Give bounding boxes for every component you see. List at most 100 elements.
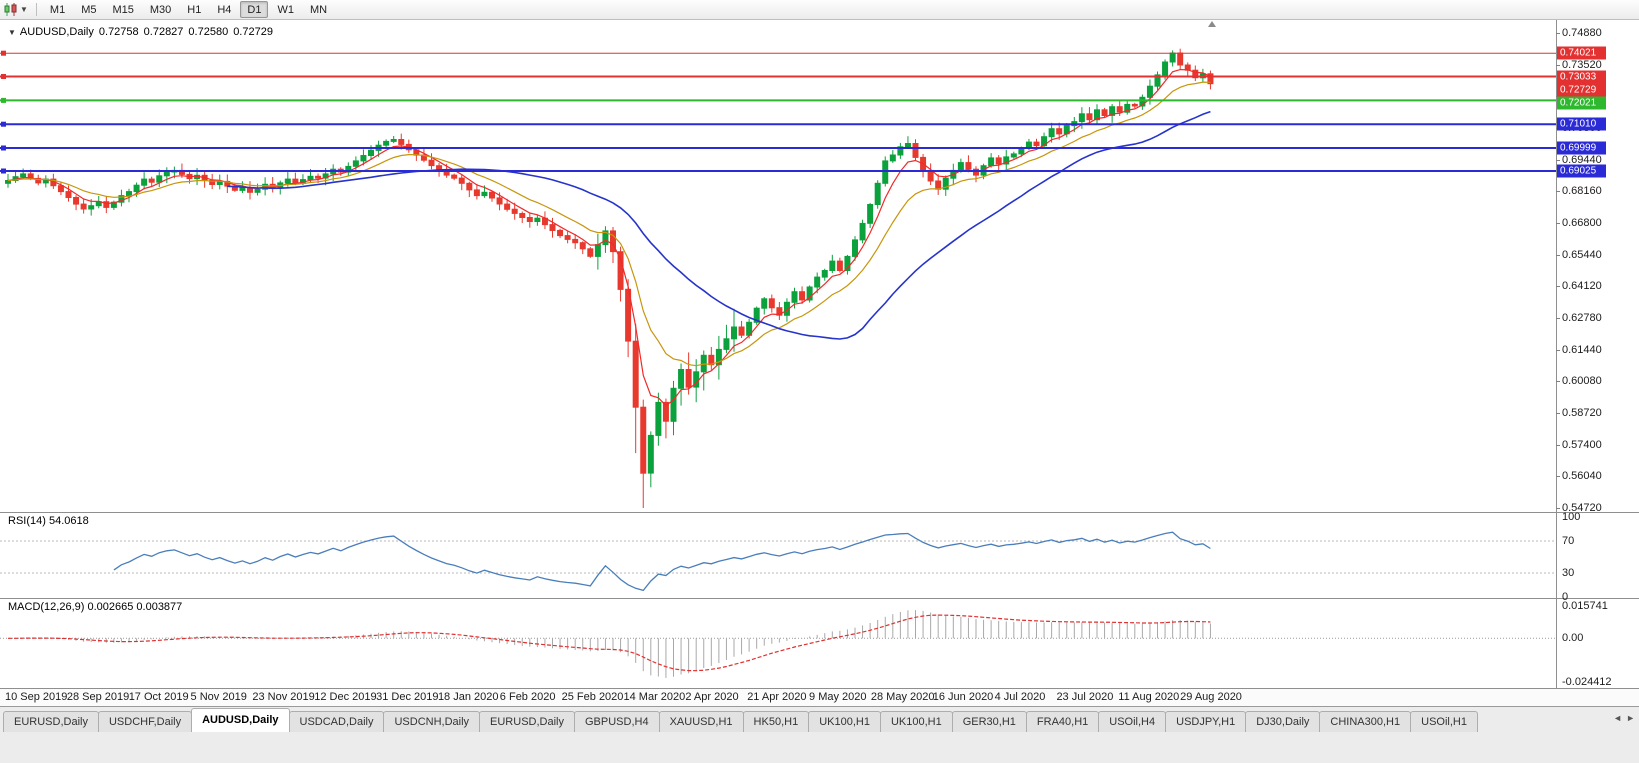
date-label: 28 May 2020 [870,691,935,703]
price-axis-tickmark [1556,286,1560,288]
chart-tab-usdjpy-h1[interactable]: USDJPY,H1 [1165,711,1247,732]
price-axis-tick: 0.68160 [1562,185,1602,198]
price-axis-tick: 0.62780 [1562,312,1602,324]
macd-axis-max: 0.015741 [1562,600,1608,612]
timeframe-button-m5[interactable]: M5 [81,3,97,16]
rsi-axis-tick: 70 [1562,535,1575,547]
timeframe-button-d1[interactable]: D1 [240,1,269,18]
date-label: 23 Jul 2020 [1056,691,1114,703]
timeframe-button-m1[interactable]: M1 [49,3,66,16]
timeframe-button-h4[interactable]: H4 [217,3,232,16]
time-axis[interactable]: 10 Sep 2019 28 Sep 2019 17 Oct 2019 5 Nov 2… [0,689,1639,706]
chart-tab-audusd-daily[interactable]: AUDUSD,Daily [191,708,290,732]
price-axis-tick: 0.66800 [1562,217,1602,229]
chart-tab-xauusd-h1[interactable]: XAUUSD,H1 [658,711,744,732]
chart-tab-uk100-h1[interactable]: UK100,H1 [808,711,881,732]
date-label: 18 Jan 2020 [437,691,499,703]
chart-tab-usoil-h1[interactable]: USOil,H1 [1410,711,1478,732]
hline-price-label: 0.69999 [1557,141,1606,155]
timeframe-button-h1[interactable]: H1 [187,3,202,16]
hline-price-label: 0.71010 [1557,117,1606,131]
ohlc-high: 0.72827 [143,26,184,38]
price-axis-tickmark [1556,33,1560,34]
chart-tab-ger30-h1[interactable]: GER30,H1 [951,711,1027,732]
toolbar-separator [35,3,37,16]
timeframe-toolbar: M1 M5 M15 M30 H1 H4 D1 W1 MN [42,1,335,18]
chart-symbol-title: AUDUSD,Daily [19,26,94,38]
price-axis-tick: 0.73520 [1562,58,1602,71]
macd-axis-zero: 0.00 [1562,632,1584,645]
chart-tab-usdcad-daily[interactable]: USDCAD,Daily [288,711,385,732]
price-axis-tick: 0.61440 [1562,343,1602,356]
macd-indicator-label: MACD(12,26,9) 0.002665 0.003877 [8,601,183,613]
chart-ohlc-header: ▼ AUDUSD,Daily 0.72758 0.72827 0.72580 0.7272… [8,26,278,38]
chart-tab-usdcnh-daily[interactable]: USDCNH,Daily [383,711,481,732]
date-label: 23 Nov 2019 [252,691,315,703]
rsi-axis-tick: 0 [1562,591,1569,603]
chart-shift-marker[interactable] [1208,21,1216,27]
tab-scroll-right-icon[interactable]: ► [1626,713,1635,723]
price-axis-tick: 0.65440 [1562,248,1602,261]
panel-divider[interactable] [0,512,1639,513]
timeframe-button-m15[interactable]: M15 [112,3,134,16]
price-axis-tickmark [1556,508,1560,509]
ohlc-open: 0.72758 [98,26,139,38]
price-axis-tickmark [1556,191,1560,193]
hline-price-label: 0.74021 [1557,46,1606,60]
price-axis-tick: 0.60080 [1562,375,1602,388]
price-axis-tickmark [1556,444,1560,446]
chart-tab-eurusd-daily[interactable]: EURUSD,Daily [479,711,575,732]
date-label: 5 Nov 2019 [190,691,247,703]
ohlc-close: 0.72729 [233,26,273,38]
price-axis-tickmark [1556,349,1560,351]
tab-scroll-left-icon[interactable]: ◄ [1613,713,1623,723]
price-axis-tickmark [1556,381,1560,383]
chart-tab-usdchf-daily[interactable]: USDCHF,Daily [97,711,193,732]
chart-tab-china300-h1[interactable]: CHINA300,H1 [1319,711,1412,732]
collapse-icon[interactable]: ▼ [8,28,16,37]
chart-tab-hk50-h1[interactable]: HK50,H1 [742,711,810,732]
date-label: 12 Dec 2019 [314,691,377,703]
chart-tab-uk100-h1[interactable]: UK100,H1 [879,711,953,732]
chart-tab-eurusd-daily[interactable]: EURUSD,Daily [3,711,99,732]
date-label: 14 Mar 2020 [623,691,686,703]
timeframe-button-m30[interactable]: M30 [149,3,172,16]
timeframe-button-w1[interactable]: W1 [277,3,294,16]
caret-down-icon[interactable]: ▼ [20,5,28,14]
price-axis-tickmark [1556,254,1560,256]
date-label: 16 Jun 2020 [932,691,994,703]
date-label: 10 Sep 2019 [5,691,68,703]
chart-tabs-bar: EURUSD,Daily USDCHF,Daily AUDUSD,Daily USDC… [0,706,1639,763]
date-label: 17 Oct 2019 [128,691,189,703]
macd-axis-min: -0.024412 [1562,676,1612,688]
chart-tab-gbpusd-h4[interactable]: GBPUSD,H4 [574,711,660,732]
price-axis-tick: 0.54720 [1562,502,1602,514]
panel-divider [0,688,1639,689]
ohlc-low: 0.72580 [188,26,229,38]
candlestick-chart-icon[interactable] [3,3,19,17]
price-axis-tick: 0.56040 [1562,470,1602,483]
price-axis-tick: 0.64120 [1562,280,1602,293]
date-label: 25 Feb 2020 [561,691,624,703]
hline-price-label: 0.69025 [1557,164,1606,178]
price-axis-tick: 0.74880 [1562,27,1602,39]
date-label: 4 Jul 2020 [994,691,1046,703]
panel-divider[interactable] [0,598,1639,599]
price-axis-tick: 0.58720 [1562,407,1602,419]
chart-type-group: ▼ [0,3,31,17]
toolbar: ▼ M1 M5 M15 M30 H1 H4 D1 W1 MN [0,0,1639,20]
price-axis-tick: 0.57400 [1562,438,1602,451]
chart-tab-fra40-h1[interactable]: FRA40,H1 [1025,711,1100,732]
rsi-axis-tick: 30 [1562,567,1575,579]
chart-tab-dj30-daily[interactable]: DJ30,Daily [1245,711,1321,732]
date-label: 21 Apr 2020 [747,691,807,703]
price-axis-tick: 0.69440 [1562,153,1602,166]
chart-tab-usoil-h4[interactable]: USOil,H4 [1098,711,1167,732]
rsi-indicator-label: RSI(14) 54.0618 [8,515,89,527]
date-label: 28 Sep 2019 [66,691,130,703]
tab-scroll-arrows: ◄ ► [1613,713,1635,723]
timeframe-button-mn[interactable]: MN [309,3,328,16]
